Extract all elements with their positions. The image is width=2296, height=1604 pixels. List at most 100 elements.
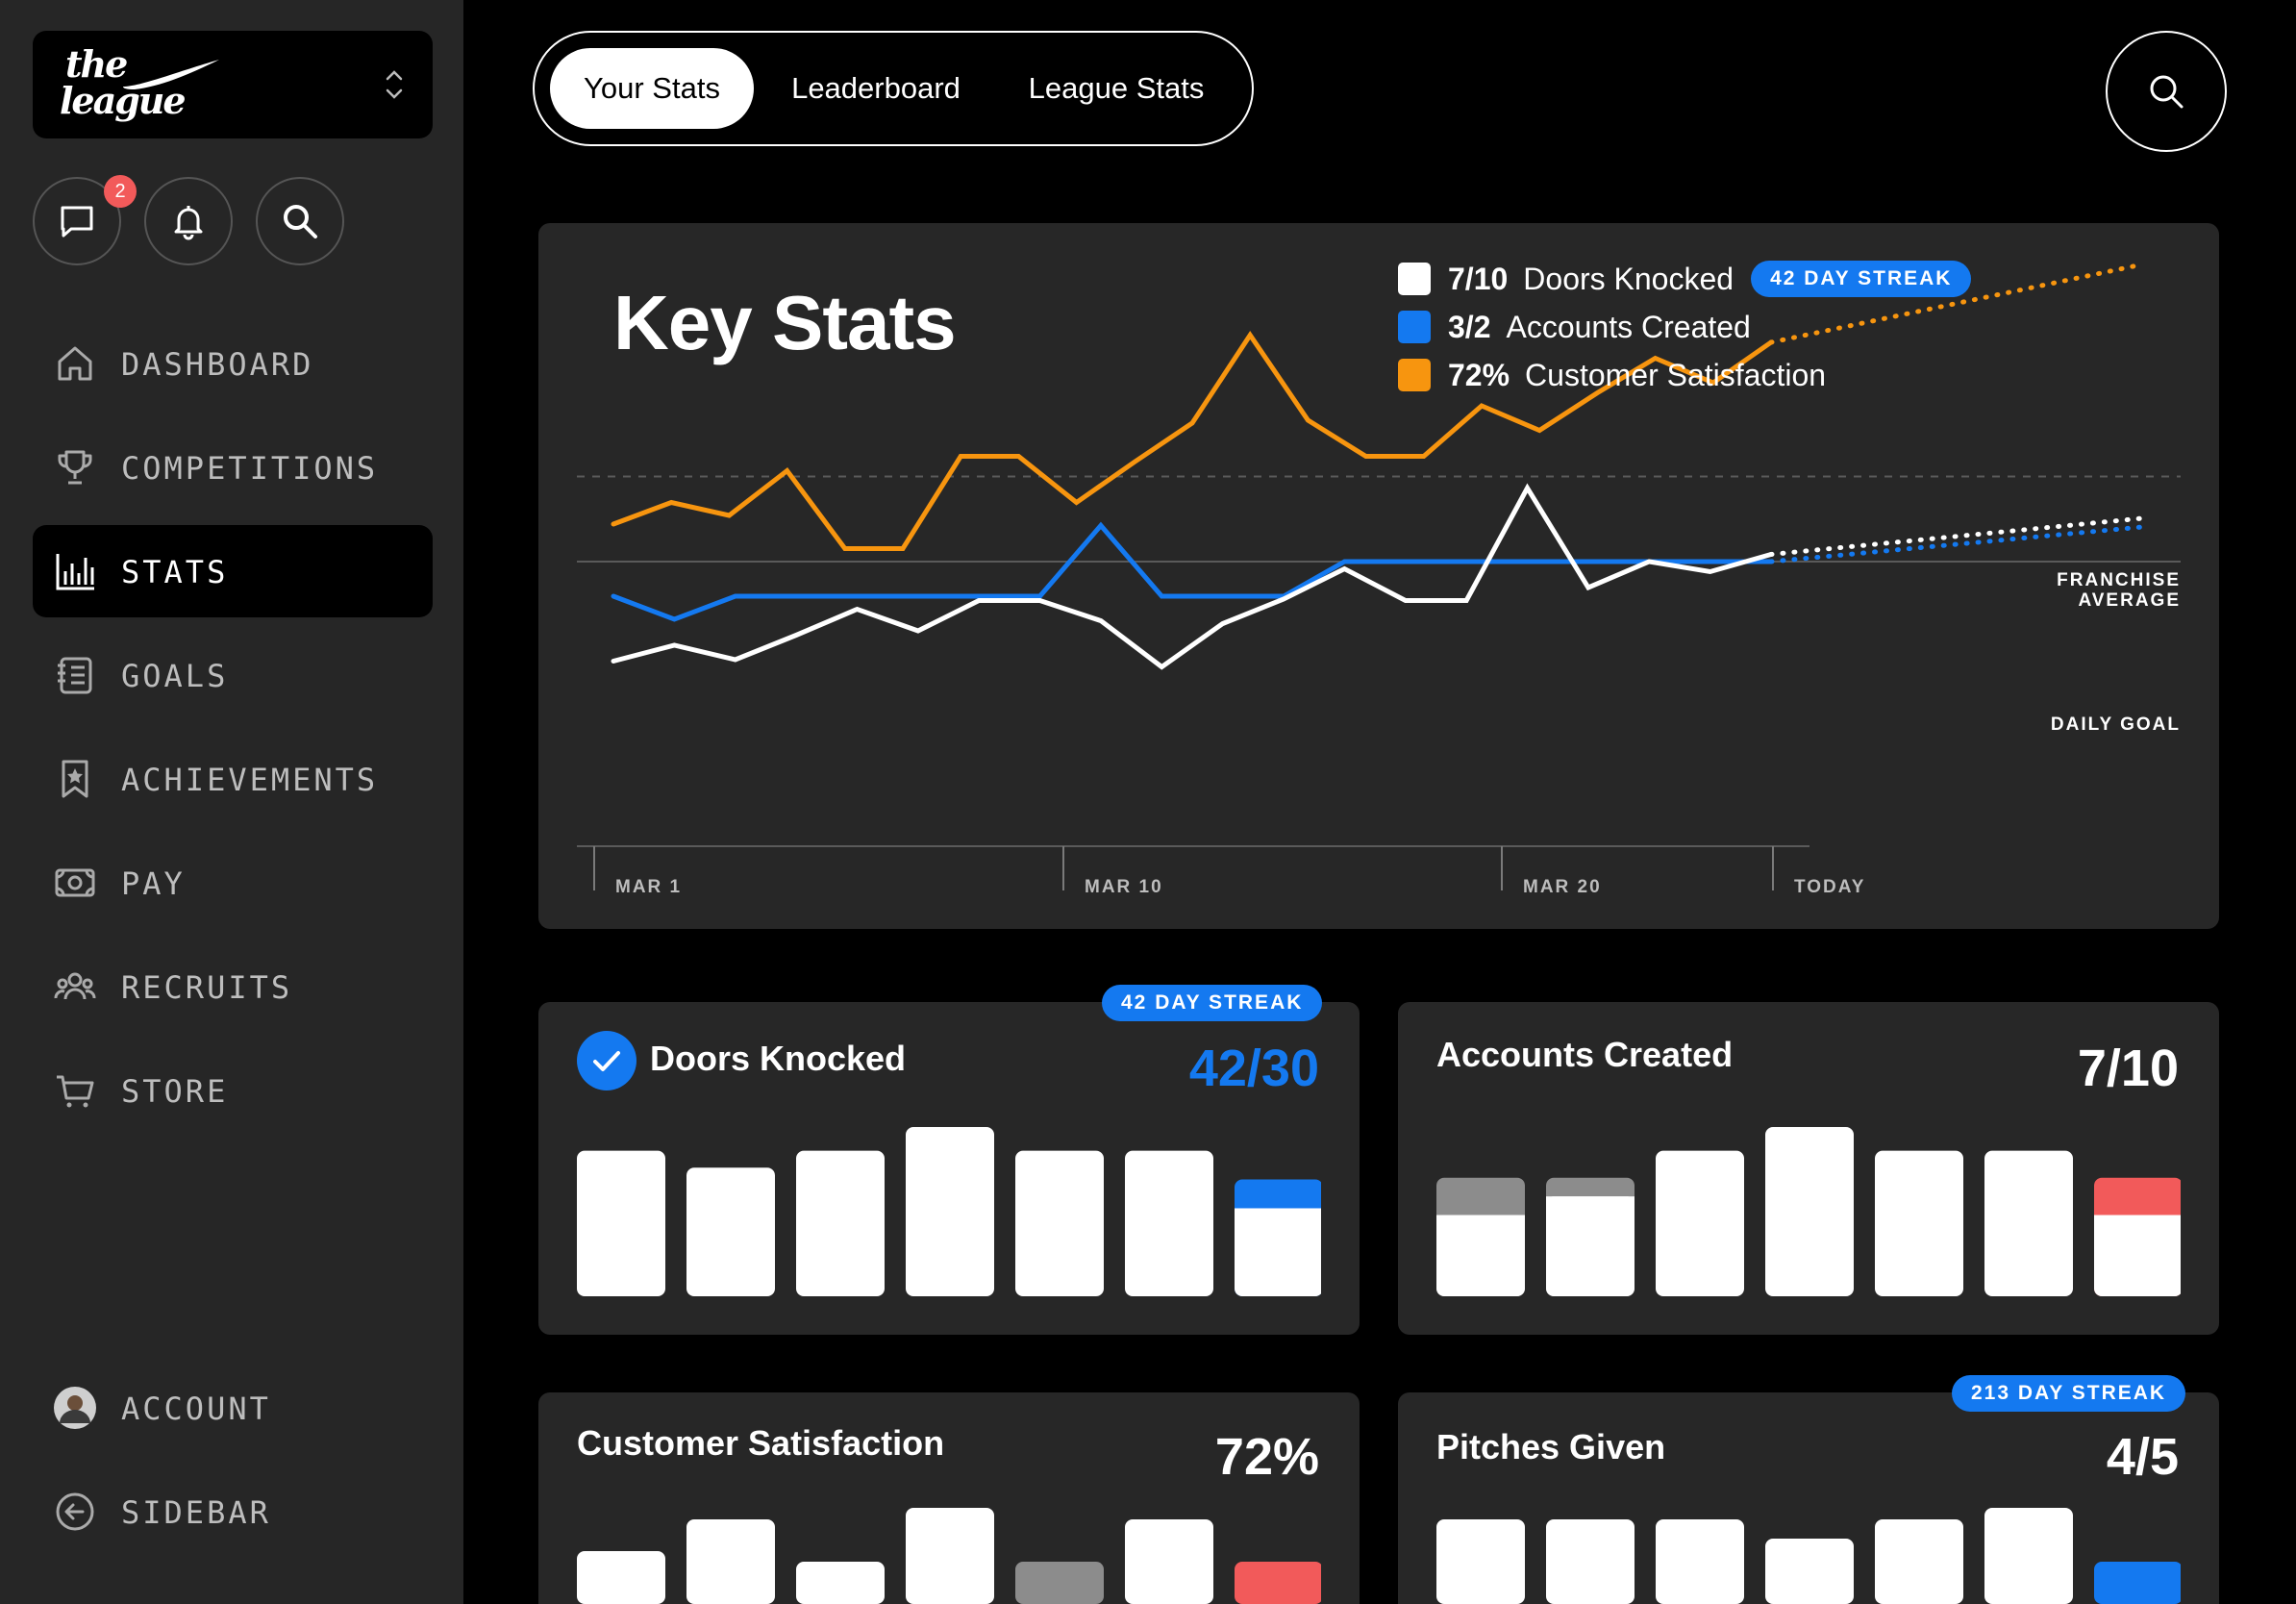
bar: [906, 1127, 994, 1296]
cart-icon: [57, 1075, 94, 1108]
x-tick-label: MAR 20: [1523, 877, 1602, 897]
sidebar-item-achievements[interactable]: ACHIEVEMENTS: [33, 733, 433, 825]
card-title: Accounts Created: [1436, 1035, 1734, 1074]
bar: [1984, 1150, 2073, 1296]
series-projection: [1768, 524, 2145, 564]
sidebar-item-label: RECRUITS: [121, 969, 293, 1006]
x-tick-label: TODAY: [1794, 877, 1865, 897]
streak-badge: 42 DAY STREAK: [1102, 985, 1323, 1021]
home-icon: [58, 346, 92, 381]
bar: [1546, 1519, 1635, 1604]
legend-item-accounts: 3/2 Accounts Created: [1398, 308, 1751, 346]
accounts-created-card[interactable]: Accounts Created 7/10: [1398, 1002, 2219, 1335]
tab-your-stats[interactable]: Your Stats: [550, 48, 754, 129]
legend-swatch: [1398, 359, 1431, 391]
bar: [686, 1167, 775, 1296]
messages-button[interactable]: 2: [33, 175, 137, 265]
legend-swatch: [1398, 311, 1431, 343]
streak-badge: 42 DAY STREAK: [1751, 261, 1972, 297]
bar: [2094, 1215, 2181, 1296]
sidebar-item-stats[interactable]: STATS: [33, 525, 433, 617]
bar-join: [1235, 1208, 1321, 1216]
account-button[interactable]: ACCOUNT: [33, 1362, 433, 1454]
sidebar-item-dashboard[interactable]: DASHBOARD: [33, 317, 433, 410]
sidebar-item-label: STORE: [121, 1073, 229, 1110]
bar: [1015, 1150, 1104, 1296]
bar: [1875, 1150, 1963, 1296]
bar: [1235, 1562, 1321, 1604]
x-tick-label: MAR 1: [615, 877, 682, 897]
notification-badge: 2: [104, 175, 137, 208]
search-icon: [284, 205, 317, 238]
pitches-given-card[interactable]: Pitches Given 4/5: [1398, 1392, 2219, 1604]
panel-title: Key Stats: [613, 280, 957, 365]
bar: [1765, 1127, 1854, 1296]
sidebar-item-label: GOALS: [121, 658, 229, 694]
collapse-sidebar-button[interactable]: SIDEBAR: [33, 1466, 433, 1558]
notifications-button[interactable]: [144, 177, 233, 265]
legend-label: Customer Satisfaction: [1525, 357, 1827, 392]
bar-join: [1546, 1196, 1635, 1205]
sidebar-item-goals[interactable]: GOALS: [33, 629, 433, 721]
series-line: [611, 521, 1774, 622]
people-icon: [54, 972, 96, 1000]
card-title: Doors Knocked: [650, 1039, 907, 1078]
avatar: [54, 1387, 96, 1429]
series-line: [611, 483, 1774, 670]
sidebar-item-recruits[interactable]: RECRUITS: [33, 940, 433, 1033]
card-title: Pitches Given: [1436, 1427, 1666, 1466]
bar: [1436, 1519, 1525, 1604]
bar: [1656, 1150, 1744, 1296]
notebook-icon: [58, 657, 92, 694]
sidebar-toggle-label: SIDEBAR: [121, 1494, 271, 1531]
series-projection: [1768, 515, 2145, 557]
franchise-average-label: FRANCHISE: [2057, 570, 2181, 590]
sidebar-item-label: STATS: [121, 554, 229, 590]
bell-icon: [174, 206, 203, 240]
legend-value: 72%: [1448, 357, 1510, 392]
card-title: Customer Satisfaction: [577, 1423, 945, 1463]
bar: [2094, 1562, 2181, 1604]
swoosh-icon: [123, 60, 219, 89]
bar: [1436, 1215, 1525, 1296]
legend-item-satisfaction: 72% Customer Satisfaction: [1398, 356, 1826, 394]
bookmark-star-icon: [62, 760, 88, 798]
sidebar-item-store[interactable]: STORE: [33, 1044, 433, 1137]
bar: [577, 1150, 665, 1296]
global-search-button[interactable]: [2106, 31, 2227, 152]
key-stats-panel: MAR 1 MAR 10 MAR 20 TODAY FRANCHISE AVERAGE DA…: [538, 223, 2219, 929]
sidebar-item-label: PAY: [121, 865, 186, 902]
tab-league-stats[interactable]: League Stats: [1028, 71, 1205, 105]
chevron-up-down-icon: [386, 70, 403, 99]
check-circle-icon: [577, 1031, 636, 1090]
card-bar-chart: [1436, 1508, 2181, 1604]
sidebar-item-label: ACHIEVEMENTS: [121, 762, 379, 798]
legend-value: 7/10: [1448, 261, 1509, 296]
bar: [796, 1150, 885, 1296]
bar: [906, 1508, 994, 1604]
bar: [1765, 1539, 1854, 1604]
customer-satisfaction-card[interactable]: Customer Satisfaction 72%: [538, 1392, 1360, 1604]
money-icon: [55, 868, 95, 897]
team-switcher[interactable]: the league: [33, 31, 433, 138]
brand-logo: the league: [60, 42, 187, 122]
card-value: 7/10: [2077, 1040, 2179, 1097]
franchise-average-label: AVERAGE: [2078, 590, 2181, 611]
card-value: 42/30: [1188, 1040, 1319, 1097]
sidebar-item-pay[interactable]: PAY: [33, 837, 433, 929]
series-line: [611, 331, 1774, 551]
sidebar: the league 2 DASHBOARD: [0, 0, 463, 1604]
tab-leaderboard[interactable]: Leaderboard: [791, 71, 961, 105]
bar: [1125, 1519, 1213, 1604]
doors-knocked-card[interactable]: Doors Knocked 42/30: [538, 1002, 1360, 1335]
bar: [1875, 1519, 1963, 1604]
search-icon: [2150, 75, 2184, 109]
bar: [1546, 1196, 1635, 1296]
sidebar-item-competitions[interactable]: COMPETITIONS: [33, 421, 433, 514]
legend-swatch: [1398, 263, 1431, 295]
legend-label: Doors Knocked: [1523, 261, 1734, 296]
sidebar-item-label: COMPETITIONS: [121, 450, 379, 487]
account-label: ACCOUNT: [121, 1391, 271, 1427]
search-button[interactable]: [256, 177, 344, 265]
